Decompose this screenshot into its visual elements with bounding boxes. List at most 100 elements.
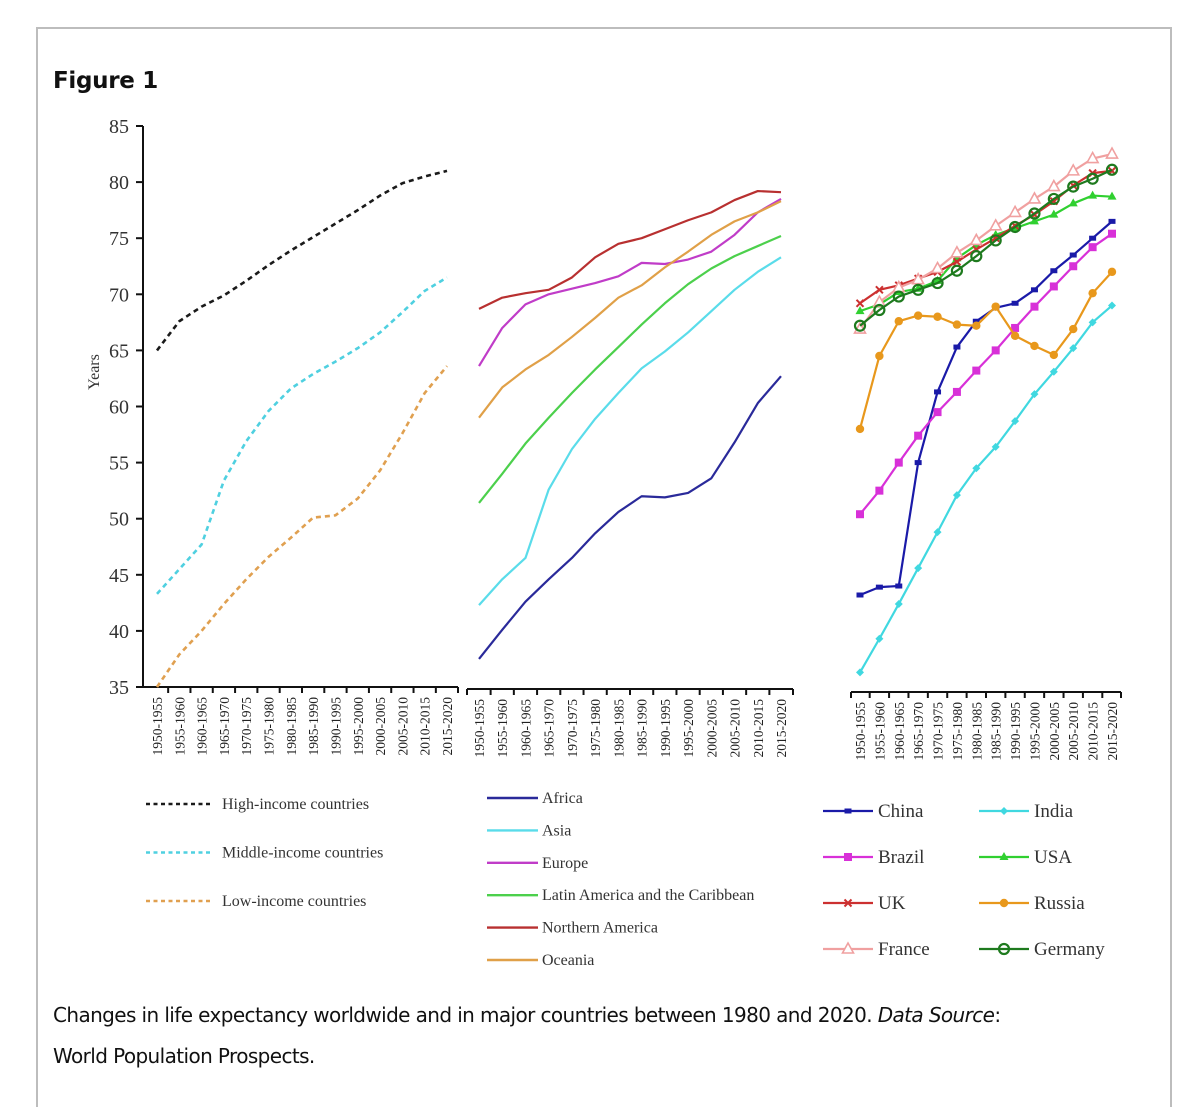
x-tick-label: 1980-1985 bbox=[611, 699, 626, 758]
y-tick-label: 85 bbox=[109, 116, 129, 138]
y-tick-label: 80 bbox=[109, 172, 129, 194]
x-tick-label: 2015-2020 bbox=[774, 699, 789, 758]
data-point bbox=[1049, 209, 1059, 218]
data-point bbox=[930, 260, 945, 274]
data-point bbox=[892, 290, 905, 303]
legend-label: Europe bbox=[542, 855, 588, 872]
series-india bbox=[856, 301, 1116, 677]
data-point bbox=[855, 306, 865, 315]
series-low-income-countries bbox=[155, 365, 449, 688]
series-brazil bbox=[856, 229, 1116, 519]
series-line bbox=[478, 256, 782, 606]
series-line bbox=[859, 232, 1113, 515]
legend-item: USA bbox=[979, 847, 1072, 868]
data-point bbox=[1030, 390, 1039, 399]
y-tick-label: 35 bbox=[109, 677, 129, 699]
data-point bbox=[856, 668, 864, 677]
data-point bbox=[1000, 807, 1008, 815]
series-france bbox=[853, 146, 1119, 334]
data-point bbox=[953, 344, 961, 350]
data-point bbox=[1086, 172, 1099, 185]
y-tick-label: 60 bbox=[109, 397, 129, 419]
x-tick-label: 1950-1955 bbox=[472, 699, 487, 758]
series-line bbox=[859, 168, 1113, 327]
x-tick-label: 1985-1990 bbox=[635, 699, 650, 758]
data-point bbox=[952, 320, 962, 329]
x-tick-label: 1995-2000 bbox=[1027, 702, 1042, 761]
data-point bbox=[855, 299, 865, 308]
data-point bbox=[1108, 301, 1116, 310]
series-line bbox=[155, 169, 448, 352]
figure-caption: Changes in life expectancy worldwide and… bbox=[53, 995, 1153, 1077]
series-line bbox=[478, 189, 782, 310]
y-tick-label: 75 bbox=[109, 228, 129, 250]
data-point bbox=[856, 592, 864, 598]
legend-item: France bbox=[823, 939, 930, 960]
data-point bbox=[1088, 243, 1097, 252]
x-tick-label: 1970-1975 bbox=[931, 702, 946, 761]
data-point bbox=[1069, 262, 1078, 271]
x-tick-label: 1960-1965 bbox=[892, 702, 907, 761]
data-point bbox=[1030, 287, 1038, 293]
data-point bbox=[1030, 302, 1039, 311]
legend-label: Middle-income countries bbox=[222, 845, 383, 862]
legend-label: UK bbox=[878, 893, 906, 914]
legend-label: Latin America and the Caribbean bbox=[542, 887, 754, 904]
data-point bbox=[933, 528, 942, 537]
data-point bbox=[1105, 163, 1119, 176]
legend-item: Russia bbox=[979, 893, 1085, 914]
data-point bbox=[988, 218, 1003, 231]
legend-label: China bbox=[878, 801, 924, 822]
data-point bbox=[1008, 220, 1022, 234]
legend-label: Oceania bbox=[542, 952, 594, 969]
data-point bbox=[1008, 204, 1022, 218]
legend-label: High-income countries bbox=[222, 796, 369, 813]
data-point bbox=[1067, 180, 1080, 193]
data-point bbox=[1088, 190, 1098, 199]
data-point bbox=[1085, 150, 1100, 164]
legend-label: India bbox=[1034, 801, 1074, 822]
series-latin-america-and-the-caribbean bbox=[478, 234, 782, 504]
x-tick-label: 1970-1975 bbox=[565, 699, 580, 758]
data-point bbox=[972, 366, 981, 375]
data-point bbox=[875, 486, 884, 495]
data-point bbox=[1028, 207, 1041, 220]
x-tick-label: 2015-2020 bbox=[440, 697, 455, 756]
legend-item: Germany bbox=[979, 939, 1105, 960]
data-point bbox=[844, 853, 852, 861]
legend-item: Northern America bbox=[487, 920, 658, 937]
data-point bbox=[970, 250, 983, 263]
series-asia bbox=[478, 256, 782, 606]
data-point bbox=[972, 464, 981, 473]
data-point bbox=[931, 276, 944, 290]
x-tick-label: 1950-1955 bbox=[150, 697, 165, 756]
data-point bbox=[1066, 163, 1081, 176]
data-point bbox=[844, 808, 852, 814]
legend-label: Germany bbox=[1034, 939, 1105, 960]
data-point bbox=[952, 491, 961, 500]
x-tick-label: 1965-1970 bbox=[217, 697, 232, 756]
data-point bbox=[1011, 417, 1020, 426]
series-line bbox=[859, 220, 1113, 597]
x-tick-label: 1975-1980 bbox=[588, 699, 603, 758]
x-tick-label: 1985-1990 bbox=[989, 702, 1004, 761]
legend-label: Africa bbox=[542, 790, 583, 807]
x-tick-label: 1960-1965 bbox=[195, 697, 210, 756]
data-point bbox=[1010, 331, 1020, 341]
data-point bbox=[1069, 252, 1077, 258]
caption-source-label: Data Source bbox=[877, 1003, 995, 1027]
series-line bbox=[478, 375, 782, 660]
data-point bbox=[999, 898, 1009, 908]
x-tick-label: 2000-2005 bbox=[1047, 702, 1062, 761]
data-point bbox=[1069, 344, 1078, 353]
x-tick-label: 1995-2000 bbox=[351, 697, 366, 756]
figure-title: Figure 1 bbox=[53, 68, 158, 94]
legend-item: Latin America and the Caribbean bbox=[487, 887, 754, 904]
data-point bbox=[855, 424, 865, 434]
series-china bbox=[856, 218, 1116, 598]
legend-item: High-income countries bbox=[146, 796, 369, 813]
series-line bbox=[155, 365, 449, 688]
y-tick-label: 40 bbox=[109, 621, 129, 643]
series-line bbox=[478, 234, 782, 504]
data-point bbox=[1030, 341, 1039, 351]
